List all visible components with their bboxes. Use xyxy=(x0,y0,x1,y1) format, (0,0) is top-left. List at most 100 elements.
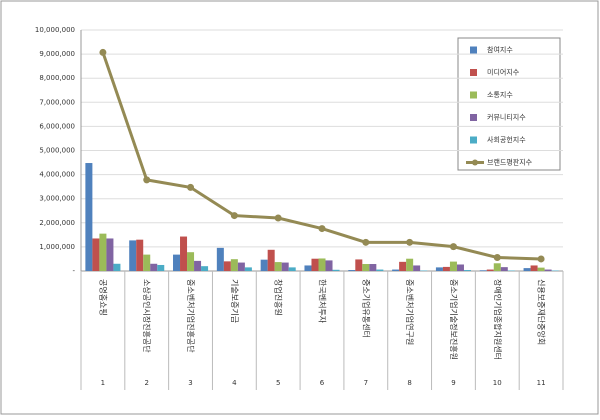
bar xyxy=(304,265,311,271)
bar xyxy=(524,268,531,271)
bar xyxy=(487,270,494,271)
legend-swatch xyxy=(470,92,477,99)
category-number: 5 xyxy=(276,379,280,387)
category-number: 3 xyxy=(188,379,192,387)
legend-label: 소통지수 xyxy=(487,90,513,99)
bar xyxy=(399,262,406,271)
bar xyxy=(217,248,224,271)
bar xyxy=(85,163,92,271)
bar xyxy=(406,259,413,271)
category-number: 1 xyxy=(101,379,105,387)
line-marker xyxy=(231,212,238,219)
x-tick-label: 중소기업유통센터 xyxy=(361,279,371,338)
bar xyxy=(392,270,399,271)
bar xyxy=(326,260,333,271)
line-marker xyxy=(143,176,150,183)
y-tick-label: 1,000,000 xyxy=(39,243,75,251)
y-tick-label: 2,000,000 xyxy=(39,219,75,227)
bar xyxy=(224,261,231,271)
bar xyxy=(201,266,208,271)
category-number: 9 xyxy=(451,379,455,387)
bar xyxy=(180,237,187,271)
category-number: 2 xyxy=(144,379,148,387)
legend-marker xyxy=(472,160,478,166)
line-marker xyxy=(362,239,369,246)
y-tick-label: 5,000,000 xyxy=(39,147,75,155)
bar xyxy=(501,267,508,271)
bar xyxy=(413,265,420,271)
bar xyxy=(275,262,282,271)
y-tick-label: 10,000,000 xyxy=(35,26,75,34)
category-number: 11 xyxy=(537,379,546,387)
bar xyxy=(443,267,450,271)
y-tick-label: 7,000,000 xyxy=(39,98,75,106)
bar xyxy=(92,238,99,271)
legend-label: 참여지수 xyxy=(487,45,513,54)
category-number: 10 xyxy=(493,379,502,387)
x-tick-label: 신용보증재단중앙회 xyxy=(537,279,547,345)
bar xyxy=(113,264,120,271)
legend-swatch xyxy=(470,137,477,144)
bar xyxy=(268,250,275,271)
bar xyxy=(173,255,180,271)
bar xyxy=(436,267,443,271)
bar xyxy=(362,264,369,271)
bar xyxy=(261,260,268,271)
bar xyxy=(480,270,487,271)
x-tick-label: 창업진흥원 xyxy=(274,279,284,316)
bar xyxy=(99,234,106,271)
x-tick-label: 장애인기업종합지원센터 xyxy=(493,279,503,360)
bar xyxy=(289,267,296,271)
bar xyxy=(245,267,252,271)
legend-label: 미디어지수 xyxy=(487,68,520,77)
bar xyxy=(464,270,471,271)
bar xyxy=(143,255,150,271)
line-marker xyxy=(319,225,326,232)
legend-label: 커뮤니티지수 xyxy=(487,113,526,122)
x-tick-label: 공영홈쇼핑 xyxy=(98,279,108,316)
x-tick-label: 소상공인시장진흥공단 xyxy=(142,279,152,353)
line-marker xyxy=(450,243,457,250)
y-tick-label: 6,000,000 xyxy=(39,122,75,130)
category-number: 4 xyxy=(232,379,237,387)
bar xyxy=(348,270,355,271)
x-tick-label: 기술보증기금 xyxy=(230,279,240,323)
legend-swatch xyxy=(470,114,477,121)
bar xyxy=(106,238,113,271)
x-tick-label: 중소벤처기업연구원 xyxy=(405,279,415,345)
bar xyxy=(194,261,201,271)
bar xyxy=(355,259,362,271)
bar xyxy=(457,264,464,271)
bar xyxy=(494,263,501,271)
x-tick-label: 한국벤처투자 xyxy=(318,279,328,324)
x-tick-label: 중소벤처기업진흥공단 xyxy=(186,279,196,353)
line-marker xyxy=(406,239,413,246)
x-tick-label: 중소기업기술정보진흥원 xyxy=(449,279,459,360)
legend-label: 사회공헌지수 xyxy=(487,135,526,144)
line-marker xyxy=(187,184,194,191)
line-marker xyxy=(494,254,501,261)
y-tick-label: 8,000,000 xyxy=(39,74,75,82)
bar xyxy=(369,264,376,271)
bar xyxy=(150,264,157,271)
bar xyxy=(376,270,383,271)
category-number: 7 xyxy=(364,379,368,387)
bar xyxy=(282,263,289,271)
line-marker xyxy=(99,49,106,56)
bar xyxy=(538,268,545,271)
bar xyxy=(129,240,136,271)
line-marker xyxy=(538,255,545,262)
bar xyxy=(333,270,340,271)
legend-swatch xyxy=(470,47,477,54)
legend-swatch xyxy=(470,69,477,76)
bar xyxy=(157,265,164,271)
bar xyxy=(450,262,457,271)
y-tick-label: 9,000,000 xyxy=(39,50,75,58)
bar xyxy=(136,240,143,271)
line-marker xyxy=(275,214,282,221)
bar xyxy=(231,259,238,271)
category-number: 8 xyxy=(407,379,411,387)
bar xyxy=(187,252,194,271)
y-tick-label: 3,000,000 xyxy=(39,195,75,203)
